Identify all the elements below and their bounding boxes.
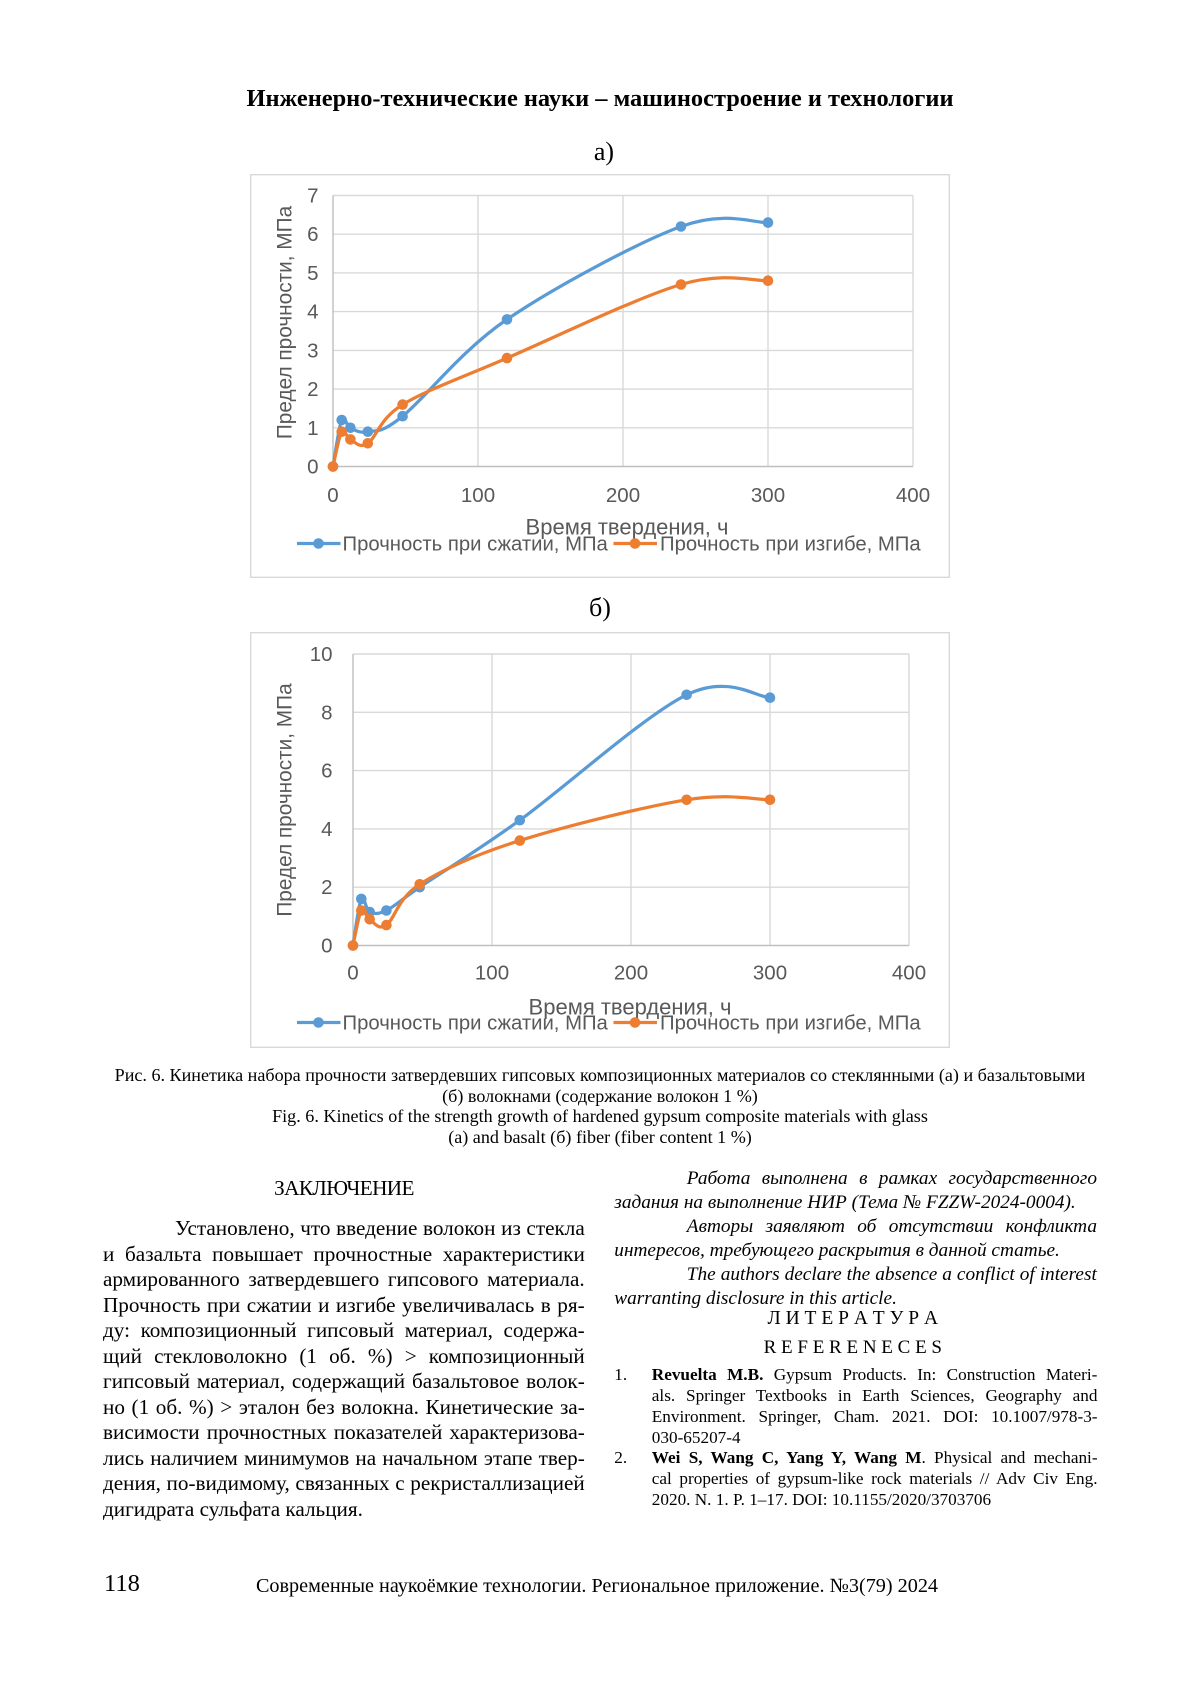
svg-text:4: 4 [307, 301, 318, 324]
svg-text:Время твердения, ч: Время твердения, ч [529, 995, 732, 1020]
svg-text:Прочность при сжатии, МПа: Прочность при сжатии, МПа [343, 534, 609, 556]
svg-text:0: 0 [347, 962, 358, 985]
svg-text:0: 0 [321, 935, 332, 958]
svg-text:6: 6 [307, 223, 318, 246]
svg-text:400: 400 [896, 484, 930, 507]
svg-text:2: 2 [321, 876, 332, 899]
svg-text:100: 100 [475, 962, 509, 985]
svg-text:7: 7 [307, 185, 318, 208]
svg-text:Предел прочности, МПа: Предел прочности, МПа [274, 683, 297, 917]
svg-text:0: 0 [327, 484, 338, 507]
svg-text:300: 300 [753, 962, 787, 985]
svg-text:400: 400 [892, 962, 926, 985]
svg-text:5: 5 [307, 262, 318, 285]
svg-text:100: 100 [461, 484, 495, 507]
svg-text:8: 8 [321, 701, 332, 724]
svg-text:300: 300 [751, 484, 785, 507]
svg-text:Предел прочности, МПа: Предел прочности, МПа [274, 205, 297, 439]
svg-text:2: 2 [307, 378, 318, 401]
svg-text:10: 10 [310, 643, 333, 666]
svg-text:Время твердения, ч: Время твердения, ч [526, 515, 729, 540]
svg-text:6: 6 [321, 760, 332, 783]
svg-text:4: 4 [321, 818, 332, 841]
svg-text:Прочность при изгибе, МПа: Прочность при изгибе, МПа [660, 534, 921, 556]
svg-text:0: 0 [307, 456, 318, 479]
svg-text:200: 200 [606, 484, 640, 507]
svg-text:3: 3 [307, 339, 318, 362]
svg-text:Прочность при изгибе, МПа: Прочность при изгибе, МПа [660, 1013, 921, 1035]
svg-text:Прочность при сжатии, МПа: Прочность при сжатии, МПа [343, 1013, 609, 1035]
svg-text:200: 200 [614, 962, 648, 985]
svg-text:1: 1 [307, 417, 318, 440]
